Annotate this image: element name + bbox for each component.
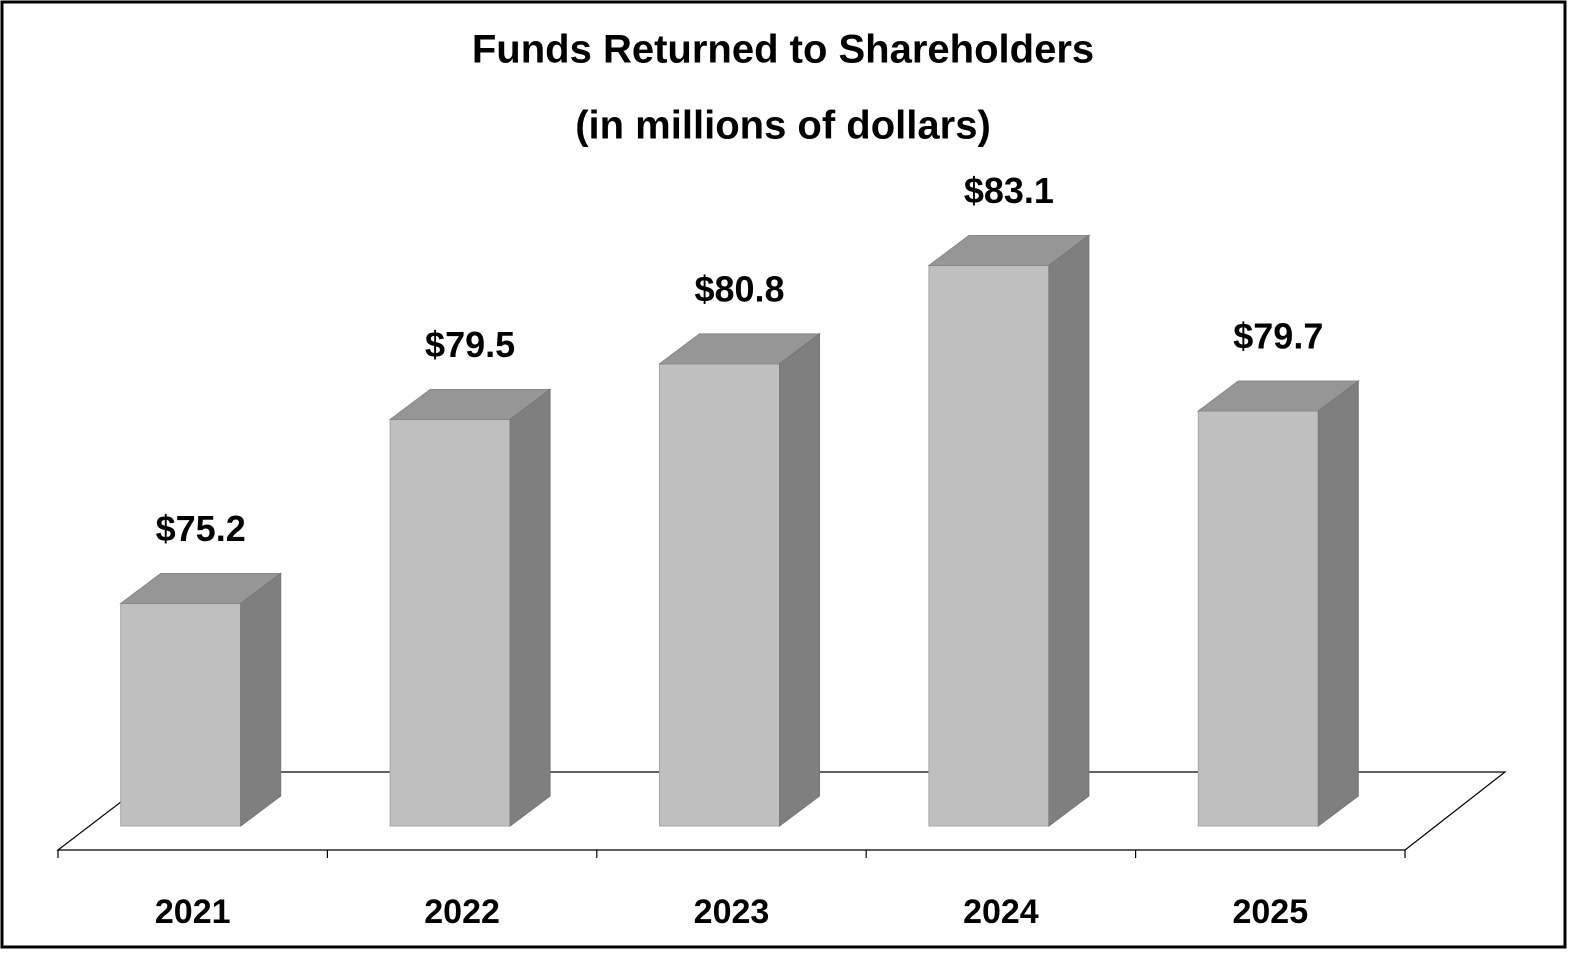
data-label: $75.2 xyxy=(156,508,246,549)
x-tick-label: 2024 xyxy=(963,893,1039,931)
bar-front xyxy=(659,363,780,827)
x-tick-label: 2021 xyxy=(155,893,231,931)
x-tick-label: 2022 xyxy=(424,893,500,931)
x-tick-label: 2023 xyxy=(694,893,770,931)
bar-side xyxy=(1317,379,1359,827)
bar-side xyxy=(779,332,820,827)
chart-subtitle: (in millions of dollars) xyxy=(575,104,991,148)
bar-side xyxy=(509,388,551,828)
data-label: $79.5 xyxy=(425,324,515,365)
bar-side xyxy=(240,572,282,827)
bar-front xyxy=(928,265,1050,827)
bar-front xyxy=(389,419,511,827)
x-tick-label: 2025 xyxy=(1232,893,1308,931)
data-label: $83.1 xyxy=(964,170,1054,211)
bar-front xyxy=(120,603,242,827)
chart-title: Funds Returned to Shareholders xyxy=(472,28,1094,72)
bar-side xyxy=(1048,234,1090,827)
data-label: $80.8 xyxy=(694,268,784,309)
bar-front xyxy=(1197,410,1319,827)
data-label: $79.7 xyxy=(1233,315,1323,356)
